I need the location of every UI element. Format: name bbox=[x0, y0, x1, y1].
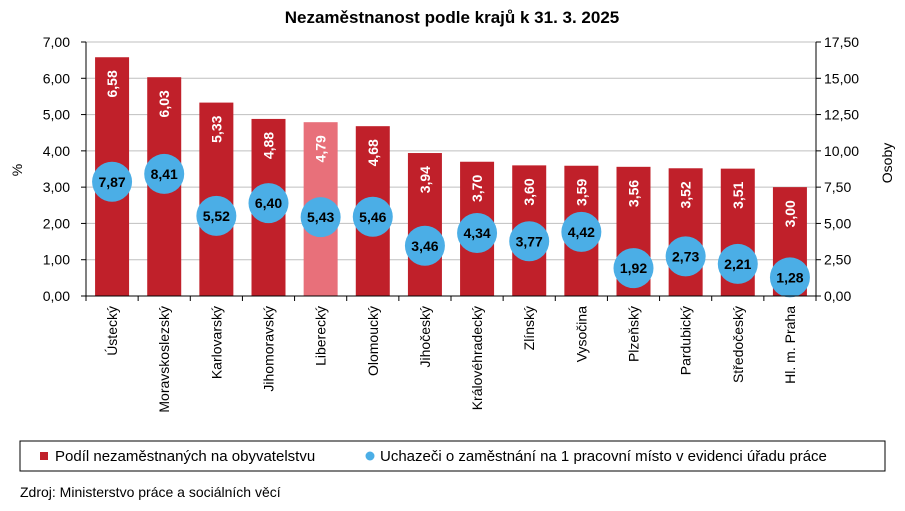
dot bbox=[352, 196, 393, 237]
bar-value-label: 3,00 bbox=[782, 200, 798, 227]
category-label: Olomoucký bbox=[365, 306, 381, 376]
dot-value-label: 5,46 bbox=[359, 209, 386, 225]
category-label: Jihočeský bbox=[417, 306, 433, 367]
chart-title: Nezaměstnanost podle krajů k 31. 3. 2025 bbox=[285, 8, 619, 27]
dot-value-label: 2,21 bbox=[724, 256, 751, 272]
y2-tick-label: 10,00 bbox=[824, 143, 859, 159]
dot bbox=[509, 221, 550, 262]
dot bbox=[248, 183, 289, 224]
bar-value-label: 3,52 bbox=[678, 181, 694, 208]
dot bbox=[92, 161, 133, 202]
category-label: Královéhradecký bbox=[469, 306, 485, 410]
y-tick-label: 1,00 bbox=[43, 252, 70, 268]
bar-value-label: 3,60 bbox=[521, 178, 537, 205]
bar-value-label: 6,03 bbox=[156, 90, 172, 117]
dot bbox=[665, 236, 706, 277]
category-label: Liberecký bbox=[313, 306, 329, 366]
dot-value-label: 5,43 bbox=[307, 209, 334, 225]
dot-value-label: 5,52 bbox=[203, 208, 230, 224]
axes: 0,00 1,00 2,00 3,00 4,00 5,00 6,00 7,00 0,00 2,50… bbox=[43, 34, 859, 413]
y-tick-label: 7,00 bbox=[43, 34, 70, 50]
dot bbox=[144, 153, 185, 194]
y2-axis-label: Osoby bbox=[879, 143, 895, 183]
dot-series: 7,87 8,41 5,52 6,40 5,43 5,46 3,46 4,34 3,77 4,42… bbox=[92, 153, 810, 298]
bar-value-label: 3,56 bbox=[626, 180, 642, 207]
dot-value-label: 3,46 bbox=[411, 238, 438, 254]
bar-value-label: 5,33 bbox=[208, 115, 224, 142]
dot-value-label: 2,73 bbox=[672, 248, 699, 264]
y-tick-label: 6,00 bbox=[43, 70, 70, 86]
y-tick-label: 5,00 bbox=[43, 107, 70, 123]
dot-value-label: 8,41 bbox=[151, 166, 178, 182]
category-label: Ústecký bbox=[104, 306, 120, 356]
bar-value-label: 6,58 bbox=[104, 70, 120, 97]
category-label: Pardubický bbox=[678, 306, 694, 375]
bar-value-label: 3,59 bbox=[573, 179, 589, 206]
category-label: Zlínský bbox=[521, 306, 537, 350]
dot bbox=[561, 211, 602, 252]
y-tick-label: 0,00 bbox=[43, 288, 70, 304]
bar-value-label: 4,68 bbox=[365, 139, 381, 166]
bar bbox=[407, 153, 442, 296]
y-tick-label: 2,00 bbox=[43, 215, 70, 231]
dot-value-label: 3,77 bbox=[516, 233, 543, 249]
category-label: Moravskoslezský bbox=[156, 306, 172, 413]
category-label: Hl. m. Praha bbox=[782, 306, 798, 384]
dot bbox=[196, 195, 237, 236]
dot bbox=[717, 243, 758, 284]
bar-value-label: 3,70 bbox=[469, 175, 485, 202]
dot bbox=[613, 248, 654, 289]
dot-value-label: 1,28 bbox=[776, 269, 803, 285]
bar-value-label: 3,51 bbox=[730, 181, 746, 208]
legend-bar-label: Podíl nezaměstnaných na obyvatelstvu bbox=[55, 448, 315, 465]
dot bbox=[457, 213, 498, 254]
dot-value-label: 4,42 bbox=[568, 224, 595, 240]
dot-value-label: 6,40 bbox=[255, 195, 282, 211]
legend-bar-swatch bbox=[40, 452, 48, 460]
category-label: Jihomoravský bbox=[261, 306, 277, 392]
legend-dot-swatch bbox=[365, 451, 375, 461]
legend-dot-label: Uchazeči o zaměstnání na 1 pracovní míst… bbox=[380, 448, 827, 465]
y-tick-label: 4,00 bbox=[43, 143, 70, 159]
source-note: Zdroj: Ministerstvo práce a sociálních v… bbox=[20, 484, 281, 500]
category-label: Karlovarský bbox=[208, 306, 224, 379]
y2-tick-label: 5,00 bbox=[824, 215, 851, 231]
dot bbox=[404, 225, 445, 266]
legend: Podíl nezaměstnaných na obyvatelstvu Uch… bbox=[19, 440, 886, 472]
y2-tick-label: 7,50 bbox=[824, 179, 851, 195]
dot-value-label: 4,34 bbox=[463, 225, 490, 241]
category-label: Středočeský bbox=[730, 306, 746, 383]
y2-tick-label: 17,50 bbox=[824, 34, 859, 50]
bar-value-label: 3,94 bbox=[417, 166, 433, 193]
y-axis-label: % bbox=[9, 164, 25, 176]
dot bbox=[769, 257, 810, 298]
dot bbox=[300, 197, 341, 238]
y-tick-label: 3,00 bbox=[43, 179, 70, 195]
y2-tick-label: 12,50 bbox=[824, 107, 859, 123]
y2-tick-label: 2,50 bbox=[824, 252, 851, 268]
legend-frame bbox=[19, 440, 886, 472]
gridlines bbox=[86, 41, 816, 261]
category-label: Vysočina bbox=[573, 306, 589, 363]
dot-value-label: 1,92 bbox=[620, 260, 647, 276]
y2-tick-label: 0,00 bbox=[824, 288, 851, 304]
y2-tick-label: 15,00 bbox=[824, 70, 859, 86]
dot-value-label: 7,87 bbox=[98, 174, 125, 190]
bar-value-label: 4,79 bbox=[313, 135, 329, 162]
category-label: Plzeňský bbox=[626, 306, 642, 362]
bar-value-label: 4,88 bbox=[261, 132, 277, 159]
